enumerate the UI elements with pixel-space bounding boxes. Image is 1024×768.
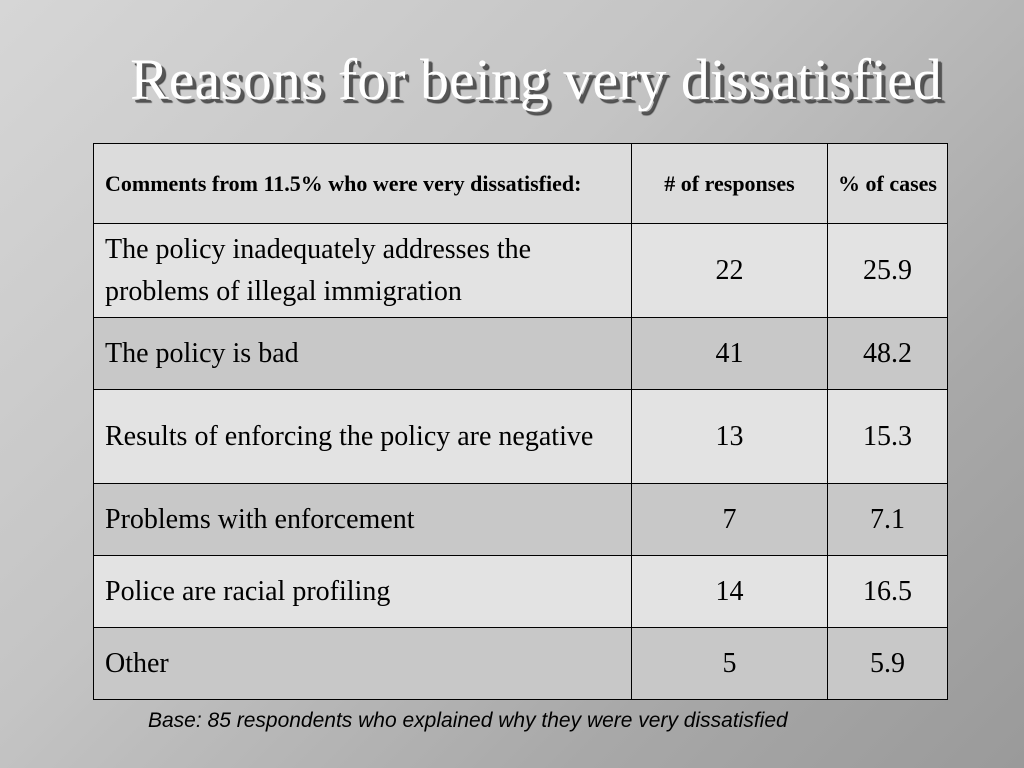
- percent-cell: 5.9: [827, 627, 948, 700]
- header-percent: % of cases: [827, 143, 948, 224]
- table-row: Results of enforcing the policy are nega…: [93, 389, 948, 484]
- percent-cell: 48.2: [827, 317, 948, 390]
- reason-cell: Problems with enforcement: [93, 483, 632, 556]
- reason-cell: Police are racial profiling: [93, 555, 632, 628]
- table-row: Problems with enforcement 7 7.1: [93, 483, 948, 556]
- slide-title: Reasons for being very dissatisfied: [130, 47, 942, 112]
- base-footnote: Base: 85 respondents who explained why t…: [148, 709, 788, 732]
- table-row: Other 5 5.9: [93, 627, 948, 700]
- reason-cell: The policy is bad: [93, 317, 632, 390]
- responses-cell: 22: [631, 223, 828, 318]
- table-row: Police are racial profiling 14 16.5: [93, 555, 948, 628]
- responses-cell: 5: [631, 627, 828, 700]
- reason-cell: Results of enforcing the policy are nega…: [93, 389, 632, 484]
- reason-cell: Other: [93, 627, 632, 700]
- header-responses: # of responses: [631, 143, 828, 224]
- responses-cell: 41: [631, 317, 828, 390]
- table-header-row: Comments from 11.5% who were very dissat…: [93, 143, 948, 224]
- responses-cell: 7: [631, 483, 828, 556]
- table-row: The policy inadequately addresses the pr…: [93, 223, 948, 318]
- percent-cell: 16.5: [827, 555, 948, 628]
- responses-cell: 14: [631, 555, 828, 628]
- percent-cell: 15.3: [827, 389, 948, 484]
- responses-table-container: Comments from 11.5% who were very dissat…: [93, 143, 948, 700]
- percent-cell: 7.1: [827, 483, 948, 556]
- header-comments: Comments from 11.5% who were very dissat…: [93, 143, 632, 224]
- responses-cell: 13: [631, 389, 828, 484]
- reason-cell: The policy inadequately addresses the pr…: [93, 223, 632, 318]
- percent-cell: 25.9: [827, 223, 948, 318]
- table-row: The policy is bad 41 48.2: [93, 317, 948, 390]
- responses-table: Comments from 11.5% who were very dissat…: [93, 143, 948, 700]
